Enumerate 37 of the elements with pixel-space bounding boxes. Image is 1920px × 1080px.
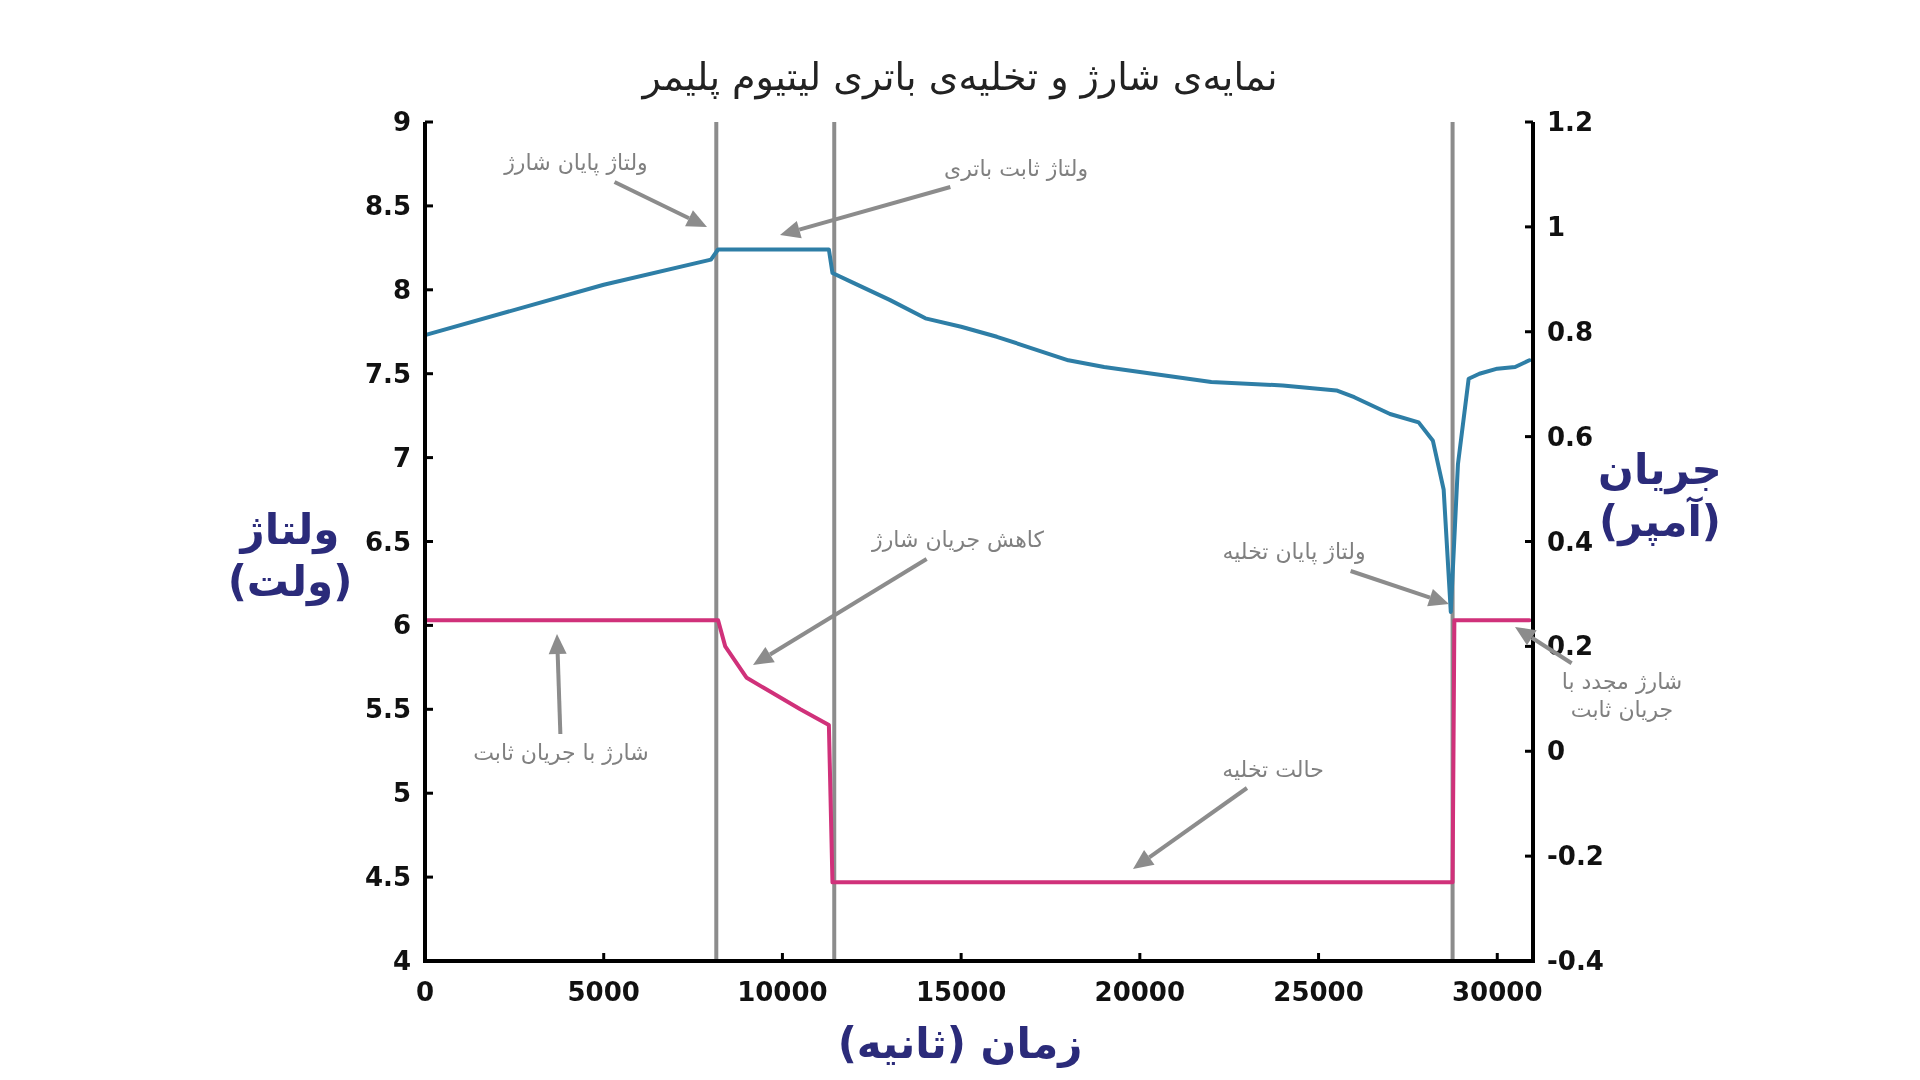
y2-tick-label: 0 xyxy=(1547,736,1566,767)
x-axis-title: زمان (ثانیه) xyxy=(837,1019,1083,1068)
chart-title: نمایه‌ی شارژ و تخلیه‌ی باتری لیتیوم پلیمر xyxy=(640,55,1278,100)
y2-tick-label: 0.6 xyxy=(1547,421,1594,452)
y-tick-label: 5.5 xyxy=(364,694,411,725)
x-tick-label: 20000 xyxy=(1094,977,1186,1007)
annotation: کاهش جریان شارژ xyxy=(871,527,1045,553)
y-tick-label: 4.5 xyxy=(364,862,411,893)
annotation: ولتاژ پایان تخلیه xyxy=(1222,539,1366,565)
y-tick-label: 6.5 xyxy=(364,526,411,557)
y2-tick-label: 1.2 xyxy=(1547,107,1594,137)
y2-tick-label: -0.4 xyxy=(1547,946,1604,976)
x-tick-label: 30000 xyxy=(1452,977,1543,1007)
y-tick-label: 8.5 xyxy=(364,190,411,221)
y2-tick-label: -0.2 xyxy=(1547,841,1604,872)
x-tick-label: 5000 xyxy=(567,977,640,1007)
x-tick-label: 0 xyxy=(415,977,435,1007)
y-axis-title: ولتاژ (ولت) xyxy=(227,504,353,608)
y-tick-label: 7 xyxy=(392,442,411,473)
annotation: حالت تخلیه xyxy=(1222,757,1324,782)
y-tick-label: 4 xyxy=(392,946,411,976)
y-tick-label: 9 xyxy=(392,107,411,137)
text: شارژ مجدد با جریان ثابت xyxy=(1561,669,1683,722)
x-tick-label: 15000 xyxy=(915,977,1007,1007)
y-tick-label: 8 xyxy=(392,274,411,305)
y2-tick-label: 1 xyxy=(1547,211,1566,242)
x-tick-label: 10000 xyxy=(737,977,828,1007)
annotation: ولتاژ پایان شارژ xyxy=(503,150,648,176)
y-tick-label: 5 xyxy=(392,778,411,809)
annotation: ولتاژ ثابت باتری xyxy=(943,156,1089,181)
y2-axis-title: جریان (آمپر) xyxy=(1598,444,1722,548)
y2-tick-label: 0.4 xyxy=(1547,526,1594,557)
y2-tick-label: 0.8 xyxy=(1547,316,1594,347)
y-tick-label: 6 xyxy=(392,610,411,641)
x-tick-label: 25000 xyxy=(1273,977,1364,1007)
annotation: شارژ با جریان ثابت xyxy=(473,740,649,765)
y-tick-label: 7.5 xyxy=(364,358,411,389)
